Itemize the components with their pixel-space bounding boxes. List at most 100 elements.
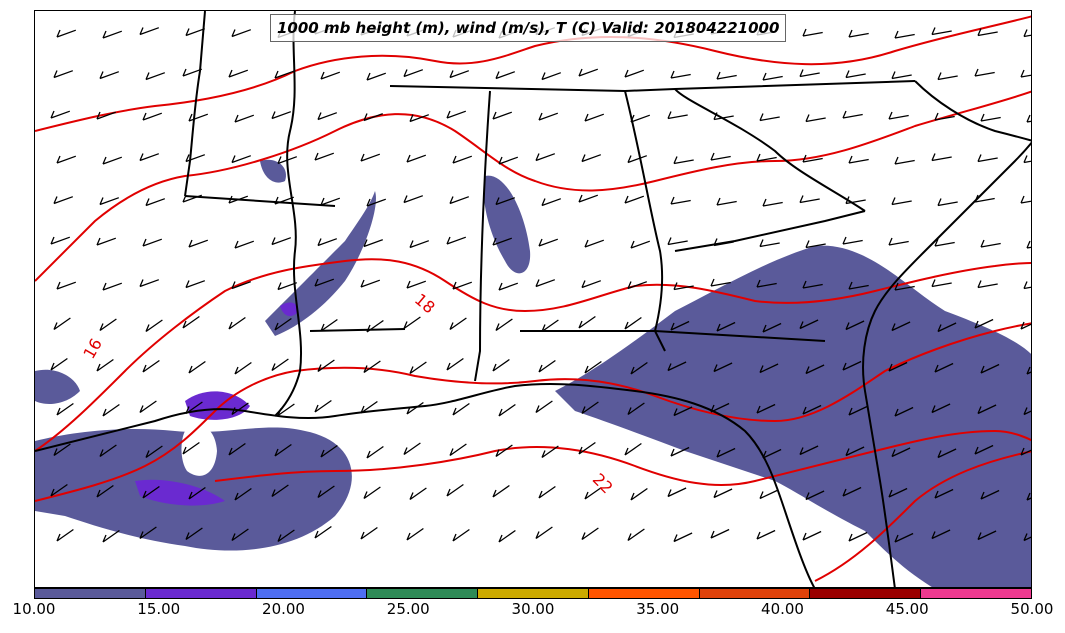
wind-speed-shading-15-20	[135, 302, 298, 506]
wind-barb	[716, 71, 737, 80]
wind-barb	[142, 359, 160, 373]
wind-barb	[894, 406, 914, 417]
colorbar-tick-label: 40.00	[761, 600, 804, 618]
colorbar-segment	[921, 589, 1032, 598]
wind-barb	[409, 240, 430, 249]
wind-barb	[762, 72, 783, 81]
wind-barb	[980, 489, 1000, 500]
wind-barb	[185, 28, 206, 37]
wind-barb	[716, 321, 736, 332]
wind-barb	[894, 30, 915, 39]
wind-barb	[756, 153, 777, 162]
colorbar-tick-label: 10.00	[12, 600, 56, 618]
wind-barb	[498, 529, 516, 543]
wind-barb	[498, 403, 516, 417]
wind-barb	[228, 69, 249, 78]
wind-barb	[710, 152, 731, 161]
wind-barb	[541, 445, 559, 459]
wind-barb	[1020, 321, 1031, 330]
wind-barb	[931, 279, 952, 288]
wind-barb	[756, 279, 777, 288]
isotherm-1	[35, 15, 1031, 132]
wind-barb	[934, 112, 955, 121]
wind-barb	[538, 359, 556, 373]
wind-barb	[713, 362, 733, 373]
wind-barb	[799, 69, 820, 78]
wind-barb	[102, 156, 123, 165]
wind-barb	[584, 113, 605, 122]
wind-barb	[271, 358, 289, 372]
wind-barb	[759, 113, 780, 122]
wind-barb	[498, 282, 519, 291]
wind-barb	[360, 526, 378, 540]
wind-barb	[578, 194, 599, 203]
wind-barb	[360, 400, 378, 414]
mississippi-river	[274, 11, 303, 417]
state-border-4	[389, 80, 916, 93]
wind-barb	[102, 30, 123, 39]
wind-barb	[274, 70, 295, 79]
wind-barb	[581, 280, 602, 289]
wind-barb	[360, 153, 381, 162]
wind-barb	[403, 316, 421, 330]
wind-barb	[762, 198, 783, 207]
florida-east-coast	[862, 141, 1031, 587]
wind-barb	[888, 237, 909, 246]
wind-barb	[277, 403, 295, 417]
map-canvas: 16 18 22	[35, 11, 1031, 587]
wind-barb	[492, 111, 513, 120]
wind-barb	[891, 447, 911, 458]
shade-region-southeast	[555, 245, 1031, 587]
wind-barb	[406, 527, 424, 541]
wind-barb	[974, 194, 995, 203]
wind-barb	[185, 280, 206, 289]
wind-barb	[1023, 155, 1031, 164]
wind-barb	[624, 69, 645, 78]
wind-barb	[366, 72, 387, 81]
colorbar-segment	[35, 589, 146, 598]
wind-barb	[977, 154, 998, 163]
wind-barb	[802, 280, 823, 289]
shade-region-high-2	[135, 479, 225, 506]
wind-barb	[673, 156, 694, 165]
wind-barb	[53, 317, 71, 331]
wind-barb	[888, 487, 908, 498]
wind-barb	[888, 111, 909, 120]
wind-barb	[317, 359, 335, 373]
map-title: 1000 mb height (m), wind (m/s), T (C) Va…	[270, 14, 787, 42]
wind-barb	[495, 197, 516, 206]
wind-barb	[320, 197, 341, 206]
wind-barb	[805, 240, 826, 249]
wind-barb	[670, 320, 690, 331]
wind-barb	[977, 280, 998, 289]
wind-barb	[584, 486, 602, 500]
wind-barb	[271, 237, 292, 246]
wind-barb	[934, 362, 954, 373]
colorbar-segment	[478, 589, 589, 598]
wind-barb	[541, 319, 559, 333]
wind-barb	[1026, 114, 1031, 123]
colorbar-segment	[145, 589, 257, 598]
wind-barb	[937, 198, 958, 207]
wind-barb	[50, 110, 71, 119]
wind-barb	[716, 197, 737, 206]
wind-barb	[1020, 447, 1031, 456]
state-border-10	[674, 210, 866, 252]
wind-barb	[535, 279, 556, 288]
wind-barb	[535, 153, 556, 162]
wind-barb	[673, 282, 694, 291]
wind-barb	[317, 485, 335, 499]
wind-barb	[759, 363, 779, 374]
wind-barb	[980, 363, 1000, 374]
wind-barb	[713, 488, 733, 499]
wind-barb	[271, 484, 289, 498]
wind-barb	[1023, 281, 1031, 290]
wind-barb	[320, 71, 341, 80]
wind-barb	[182, 68, 203, 77]
isotherm-lines	[35, 15, 1031, 582]
wind-barb	[891, 197, 912, 206]
wind-barb	[145, 198, 166, 207]
wind-barb	[366, 319, 384, 333]
wind-barb	[99, 444, 117, 458]
state-border-3	[309, 328, 406, 332]
